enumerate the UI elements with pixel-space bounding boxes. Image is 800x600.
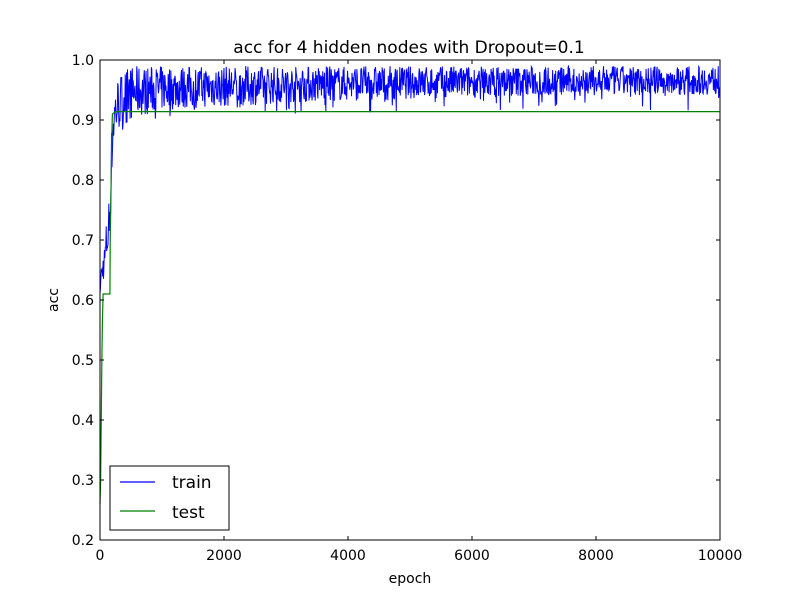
x-tick-label: 10000 [698, 548, 743, 564]
x-tick-label: 2000 [206, 548, 242, 564]
ticks-layer: 0 2000 4000 6000 8000 10000 0.2 0.3 0.4 0.5 0.6 0.7… [72, 53, 743, 564]
series-train-line [99, 64, 721, 295]
x-tick-label: 6000 [454, 548, 490, 564]
y-tick-label: 0.9 [72, 113, 94, 129]
y-tick-label: 0.8 [72, 173, 94, 189]
y-tick-label: 0.5 [72, 353, 94, 369]
series-layer [99, 64, 721, 505]
y-tick-label: 0.2 [72, 533, 94, 549]
legend-box [109, 465, 230, 531]
x-tick-label: 0 [96, 548, 105, 564]
chart-title: acc for 4 hidden nodes with Dropout=0.1 [233, 38, 584, 58]
y-tick-label: 0.7 [72, 233, 94, 249]
series-test-line [99, 110, 720, 505]
x-axis-label: epoch [389, 571, 432, 587]
y-tick-label: 0.4 [72, 413, 94, 429]
y-tick-label: 0.3 [72, 473, 94, 489]
y-tick-label: 1.0 [72, 53, 94, 69]
y-axis-label: acc [46, 288, 62, 312]
legend-test-label: test [172, 503, 205, 523]
y-tick-label: 0.6 [72, 293, 94, 309]
x-tick-label: 4000 [330, 548, 366, 564]
x-tick-label: 8000 [578, 548, 614, 564]
legend-train-label: train [172, 473, 212, 493]
legend: train test [109, 465, 230, 531]
